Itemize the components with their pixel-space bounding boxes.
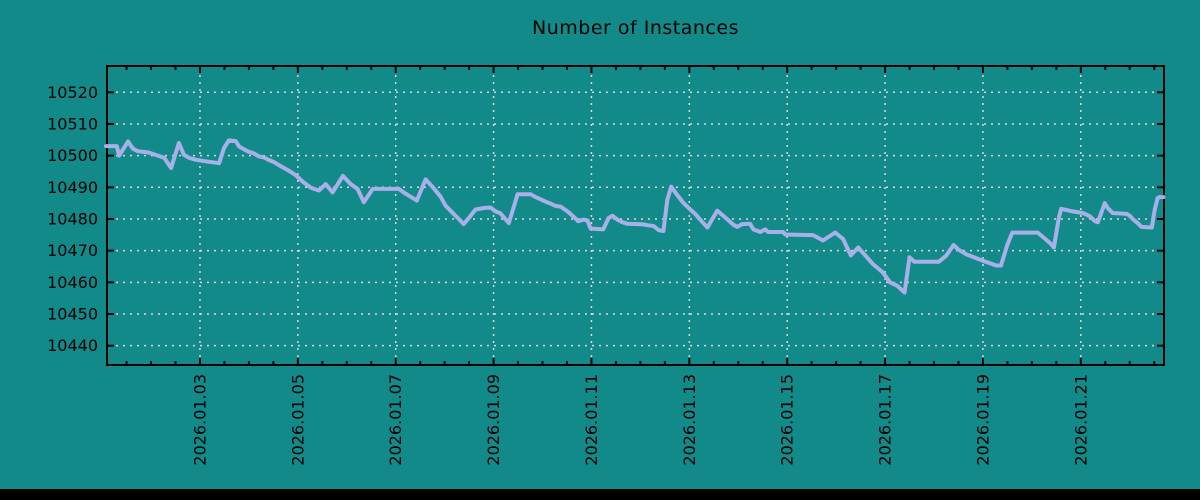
y-tick-label: 10470 [47, 241, 98, 260]
chart-title: Number of Instances [532, 17, 739, 39]
y-tick-label: 10480 [47, 209, 98, 228]
y-tick-label: 10510 [47, 114, 98, 133]
plot-border [106, 65, 1165, 366]
y-tick-label: 10500 [47, 146, 98, 165]
x-tick-label: 2026.01.15 [778, 374, 797, 466]
series-line-instances [104, 138, 1166, 295]
x-tick-label: 2026.01.05 [288, 374, 307, 466]
y-tick-label: 10450 [47, 305, 98, 324]
x-tick-label: 2026.01.11 [582, 374, 601, 466]
x-tick-label: 2026.01.19 [973, 374, 992, 466]
y-tick-label: 10490 [47, 178, 98, 197]
y-tick-label: 10460 [47, 273, 98, 292]
x-tick-label: 2026.01.07 [386, 374, 405, 466]
x-tick-label: 2026.01.13 [680, 374, 699, 466]
x-tick-label: 2026.01.21 [1071, 374, 1090, 466]
bottom-black-bar [0, 489, 1200, 500]
y-tick-label: 10440 [47, 336, 98, 355]
x-tick-label: 2026.01.03 [190, 374, 209, 466]
x-tick-label: 2026.01.17 [876, 374, 895, 466]
x-tick-label: 2026.01.09 [484, 374, 503, 466]
y-tick-label: 10520 [47, 83, 98, 102]
